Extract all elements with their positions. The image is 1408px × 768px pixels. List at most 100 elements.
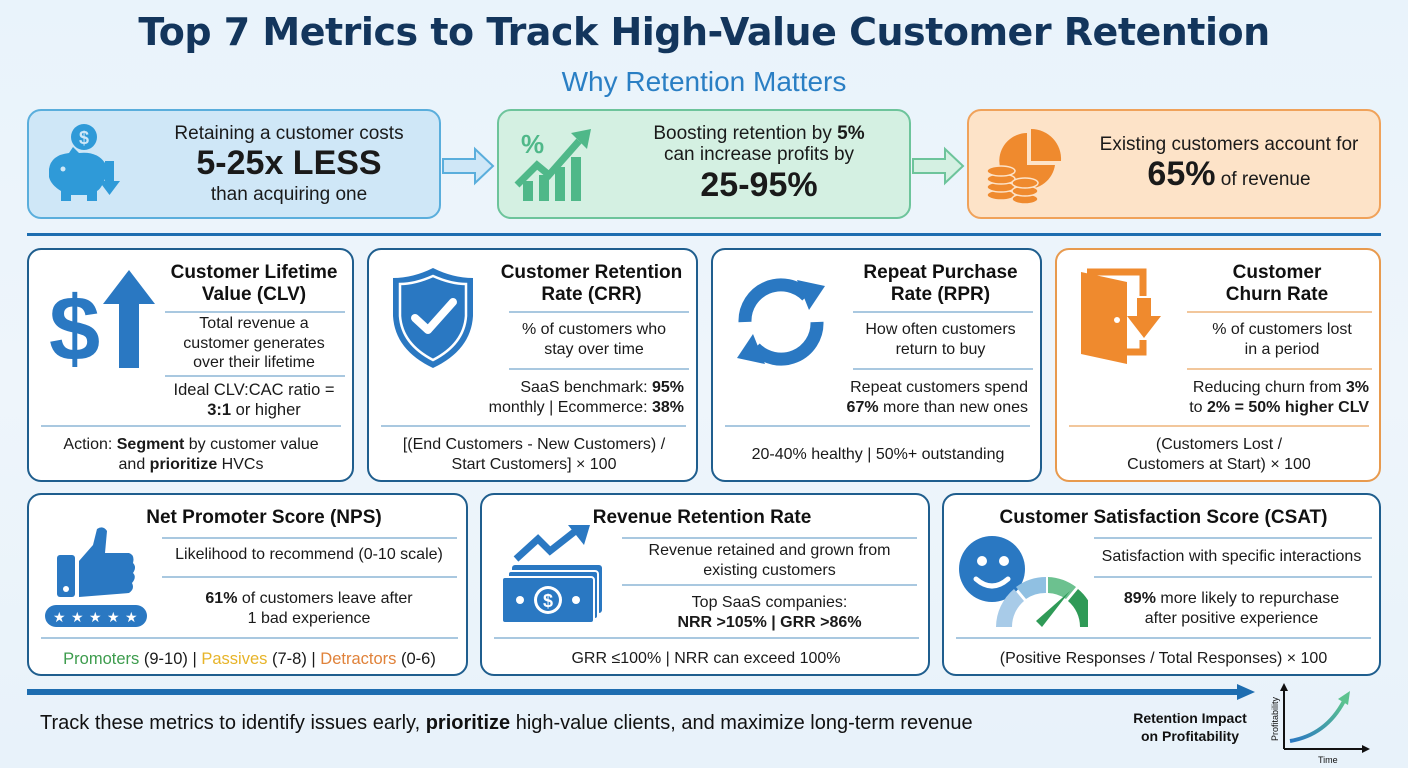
- title-line: Rate (RPR): [890, 284, 991, 306]
- benchmark-bold: 3:1: [207, 401, 232, 420]
- exit-door-icon: [1081, 268, 1161, 364]
- stat-line: 89% more likely to repurchase: [1084, 589, 1379, 609]
- action-text: and: [118, 455, 150, 473]
- passives-range: (7-8): [267, 650, 307, 668]
- metric-card-clv: $ Customer Lifetime Value (CLV) Total re…: [27, 248, 354, 482]
- benchmark-bold: 3%: [1345, 379, 1369, 396]
- stat-line: after positive experience: [1144, 609, 1319, 627]
- title-line: Customer Retention: [500, 262, 683, 283]
- definition-line: existing customers: [703, 561, 836, 579]
- metric-definition: Total revenue a customer generates over …: [159, 314, 349, 373]
- metric-title: Net Promoter Score (NPS): [146, 507, 382, 528]
- metric-card-nps: ★ ★ ★ ★ ★ Net Promoter Score (NPS) Likelihoo…: [27, 493, 468, 676]
- stat-bold: 89%: [1123, 590, 1156, 607]
- definition-line: stay over time: [544, 340, 644, 358]
- pie-coins-icon: [969, 111, 1079, 217]
- definition-line: Total revenue a: [199, 315, 309, 332]
- piggy-bank-icon: $: [29, 111, 139, 217]
- benchmark-text: to: [1189, 398, 1208, 416]
- action-line: Action: Segment by customer value: [35, 435, 347, 455]
- metric-benchmark: Repeat customers spend 67% more than new…: [793, 378, 1028, 417]
- refresh-cycle-icon: [737, 278, 825, 366]
- divider: [1094, 537, 1372, 539]
- benchmark-text: more than new ones: [878, 398, 1028, 416]
- divider: [509, 311, 689, 313]
- footer-bold: prioritize: [425, 712, 511, 734]
- metric-formula: (Positive Responses / Total Responses) ×…: [999, 650, 1328, 667]
- definition-line: customer generates: [183, 334, 325, 352]
- svg-text:★: ★: [71, 610, 84, 626]
- divider: [165, 311, 345, 313]
- stat-card-revenue: Existing customers account for 65% of re…: [967, 109, 1381, 219]
- divider: [622, 537, 917, 539]
- divider: [494, 637, 919, 639]
- stat-line: Boosting retention by 5%: [609, 123, 909, 145]
- stat-line: can increase profits by: [663, 144, 855, 166]
- divider: [622, 584, 917, 586]
- dollar-up-arrow-icon: $: [49, 270, 155, 368]
- stat-bold: 5%: [837, 122, 865, 144]
- metric-benchmark: Reducing churn from 3% to 2% = 50% highe…: [1137, 378, 1369, 417]
- svg-text:★: ★: [53, 610, 66, 626]
- title-line: Value (CLV): [201, 284, 307, 306]
- benchmark-line: monthly | Ecommerce: 38%: [449, 398, 684, 418]
- footer-text: high-value clients, and maximize long-te…: [510, 712, 973, 734]
- metric-definition: Satisfaction with specific interactions: [1101, 548, 1362, 565]
- benchmark-line: Top SaaS companies:: [691, 594, 848, 611]
- stat-highlight: 5-25x LESS: [196, 144, 382, 183]
- benchmark-text: or higher: [231, 401, 301, 420]
- smiley-gauge-icon: [959, 536, 1088, 627]
- impact-label: Retention Impact on Profitability: [1120, 709, 1260, 745]
- divider: [1069, 425, 1369, 427]
- nps-segments: Promoters (9-10) | Passives (7-8) | Detr…: [33, 649, 466, 669]
- metric-card-rpr: Repeat Purchase Rate (RPR) How often cus…: [711, 248, 1042, 482]
- divider: [853, 311, 1033, 313]
- timeline-arrow-icon: [27, 684, 1255, 700]
- metric-title: Customer Retention Rate (CRR): [489, 262, 694, 307]
- title-line: Repeat Purchase: [863, 262, 1018, 283]
- action-text: HVCs: [217, 455, 264, 473]
- metric-formula: (Customers Lost / Customers at Start) × …: [1063, 435, 1375, 474]
- stat-line: Existing customers account for: [1099, 133, 1359, 155]
- benchmark-line: Reducing churn from 3%: [1137, 378, 1369, 398]
- benchmark-line: to 2% = 50% higher CLV: [1137, 398, 1369, 418]
- benchmark-line: Repeat customers spend: [850, 379, 1028, 396]
- divider: [509, 368, 689, 370]
- stat-line: 1 bad experience: [247, 609, 371, 627]
- title-line: Rate (CRR): [541, 284, 642, 306]
- benchmark-line: Ideal CLV:CAC ratio =: [173, 381, 335, 399]
- metric-footer: GRR ≤100% | NRR can exceed 100%: [571, 650, 841, 667]
- metric-definition: % of customers lost in a period: [1187, 320, 1377, 359]
- divider: [162, 576, 457, 578]
- formula-line: [(End Customers - New Customers) /: [402, 436, 666, 453]
- stat-line: 65% of revenue: [1079, 155, 1379, 194]
- stat-card-cost: $ Retaining a customer costs 5-25x LESS …: [27, 109, 441, 219]
- metric-title: Customer Lifetime Value (CLV): [159, 262, 349, 307]
- divider: [1094, 576, 1372, 578]
- impact-line: on Profitability: [1141, 728, 1239, 745]
- divider: [1187, 368, 1372, 370]
- metric-definition: Likelihood to recommend (0-10 scale): [175, 546, 443, 563]
- divider: [165, 375, 345, 377]
- title-line: Churn Rate: [1225, 284, 1329, 306]
- thumbs-up-stars-icon: ★ ★ ★ ★ ★: [45, 527, 147, 627]
- metric-title: Customer Churn Rate: [1177, 262, 1377, 307]
- action-text: Action:: [63, 436, 117, 453]
- metric-benchmark: SaaS benchmark: 95% monthly | Ecommerce:…: [449, 378, 684, 417]
- benchmark-line: 3:1 or higher: [159, 400, 349, 420]
- formula-line: (Customers Lost /: [1155, 436, 1283, 453]
- divider: [162, 537, 457, 539]
- metric-card-churn: Customer Churn Rate % of customers lost …: [1055, 248, 1381, 482]
- benchmark-bold: 38%: [651, 398, 684, 416]
- section-subtitle: Why Retention Matters: [561, 66, 847, 97]
- money-growth-icon: $: [501, 525, 602, 624]
- stat-text: Boosting retention by: [653, 122, 838, 144]
- metric-title: Repeat Purchase Rate (RPR): [843, 262, 1038, 307]
- benchmark-text: SaaS benchmark:: [520, 379, 652, 396]
- divider: [956, 637, 1371, 639]
- definition-line: % of customers lost: [1212, 321, 1352, 338]
- benchmark-text: monthly | Ecommerce:: [488, 398, 652, 416]
- metric-stat: 61% of customers leave after 1 bad exper…: [159, 589, 459, 628]
- divider: [41, 637, 458, 639]
- metric-card-crr: Customer Retention Rate (CRR) % of custo…: [367, 248, 698, 482]
